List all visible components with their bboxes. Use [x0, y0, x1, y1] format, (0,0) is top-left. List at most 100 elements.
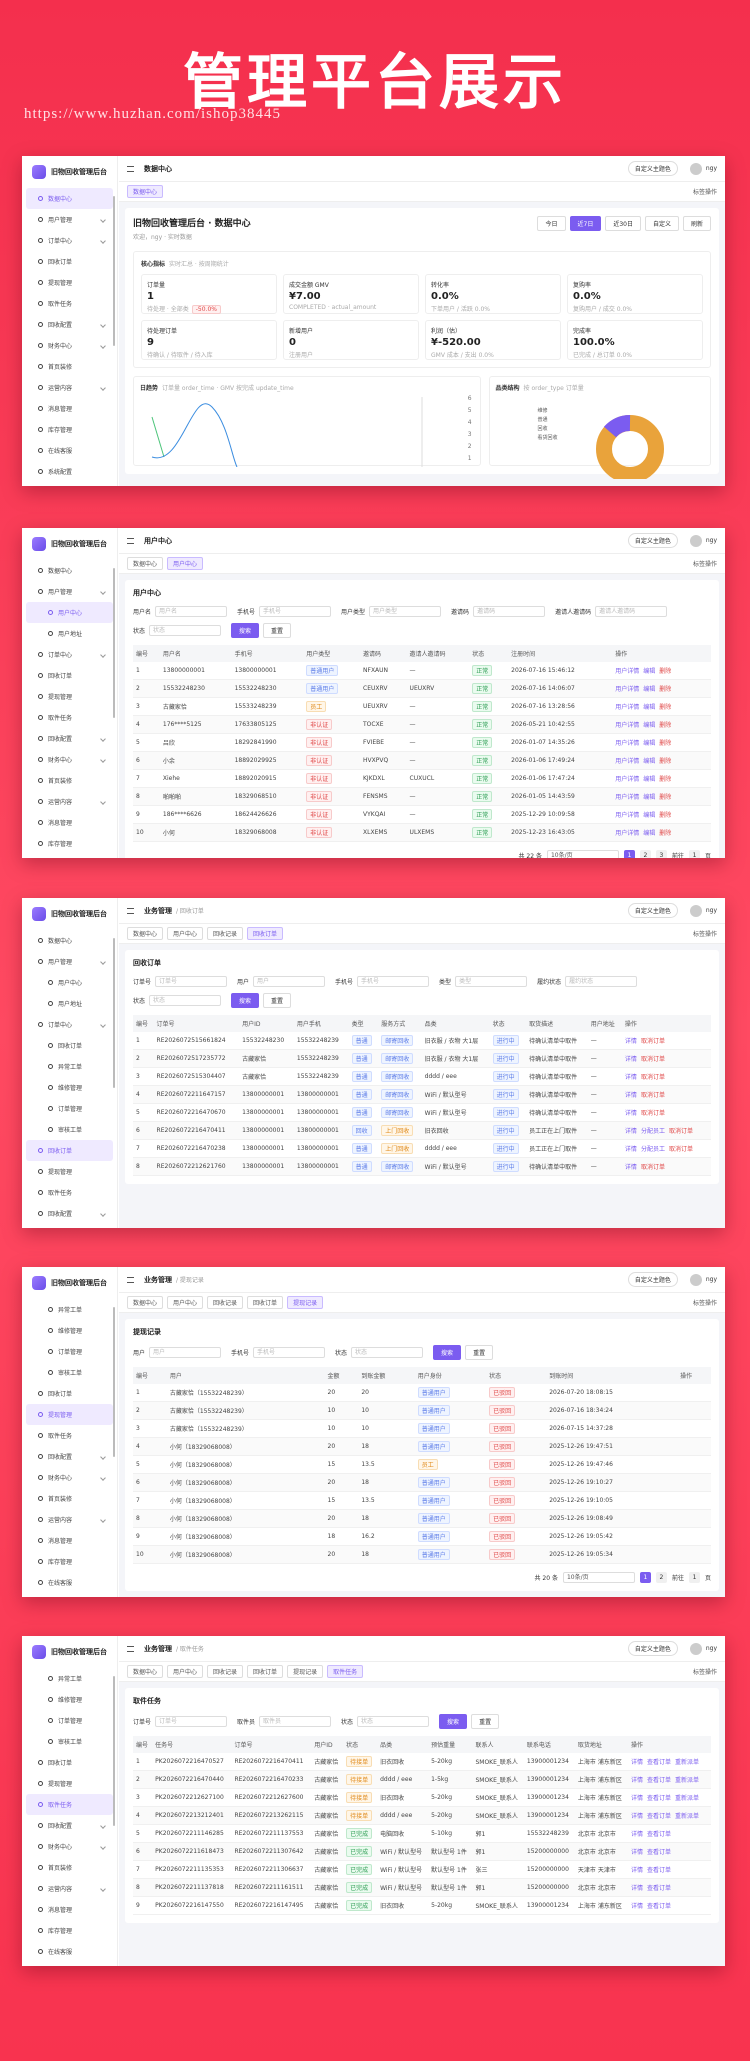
action-link[interactable]: 详情 — [630, 1885, 643, 1892]
action-link[interactable]: 详情 — [630, 1777, 643, 1784]
page-size[interactable]: 10条/页 — [562, 1572, 635, 1583]
action-link[interactable]: 取消订单 — [668, 1146, 693, 1153]
menu-item[interactable]: 用户中心 — [26, 602, 113, 623]
tab[interactable]: 提现记录 — [287, 1296, 324, 1309]
menu-toggle[interactable] — [127, 907, 134, 914]
menu-item[interactable]: 在线客服 — [26, 1941, 113, 1962]
filter-input[interactable]: 订单号 — [155, 976, 228, 987]
theme-button[interactable]: 自定义主题色 — [627, 1641, 678, 1656]
tab[interactable]: 回收记录 — [207, 1296, 244, 1309]
menu-item[interactable]: 运营内容 — [26, 1509, 113, 1530]
action-link[interactable]: 详情 — [624, 1146, 637, 1153]
menu-item[interactable]: 取件任务 — [26, 1182, 113, 1203]
menu-item[interactable]: 审核工单 — [26, 1119, 113, 1140]
action-link[interactable]: 删除 — [659, 740, 672, 747]
menu-item[interactable]: 异常工单 — [26, 1668, 113, 1689]
menu-item[interactable]: 订单管理 — [26, 1341, 113, 1362]
tab[interactable]: 数据中心 — [127, 1296, 164, 1309]
range-button[interactable]: 自定义 — [644, 216, 679, 231]
action-link[interactable]: 编辑 — [643, 686, 656, 693]
action-link[interactable]: 删除 — [659, 794, 672, 801]
action-link[interactable]: 用户详情 — [615, 704, 640, 711]
filter-input[interactable]: 类型 — [455, 976, 528, 987]
menu-item[interactable]: 提现管理 — [26, 1773, 113, 1794]
theme-button[interactable]: 自定义主题色 — [627, 1272, 678, 1287]
action-link[interactable]: 用户详情 — [615, 668, 640, 675]
menu-item[interactable]: 回收配置 — [26, 1446, 113, 1467]
menu-item[interactable]: 首页装修 — [26, 770, 113, 791]
action-link[interactable]: 详情 — [624, 1038, 637, 1045]
action-link[interactable]: 编辑 — [643, 704, 656, 711]
action-link[interactable]: 详情 — [630, 1813, 643, 1820]
action-link[interactable]: 取消订单 — [640, 1092, 665, 1099]
menu-item[interactable]: 维修管理 — [26, 1320, 113, 1341]
menu-item[interactable]: 回收配置 — [26, 728, 113, 749]
action-link[interactable]: 查看订单 — [646, 1885, 671, 1892]
menu-item[interactable]: 用户中心 — [26, 972, 113, 993]
action-link[interactable]: 详情 — [624, 1074, 637, 1081]
button[interactable]: 搜索 — [433, 1345, 462, 1360]
menu-item[interactable]: 回收订单 — [26, 1383, 113, 1404]
action-link[interactable]: 删除 — [659, 776, 672, 783]
filter-input[interactable]: 手机号 — [357, 976, 430, 987]
action-link[interactable]: 删除 — [659, 830, 672, 837]
menu-item[interactable]: 在线客服 — [26, 1572, 113, 1593]
filter-input[interactable]: 用户 — [253, 976, 326, 987]
action-link[interactable]: 取消订单 — [640, 1110, 665, 1117]
menu-item[interactable]: 首页装修 — [26, 356, 113, 377]
menu-item[interactable]: 消息管理 — [26, 398, 113, 419]
action-link[interactable]: 编辑 — [643, 668, 656, 675]
menu-item[interactable]: 财务中心 — [26, 1224, 113, 1228]
menu-item[interactable]: 取件任务 — [26, 707, 113, 728]
action-link[interactable]: 删除 — [659, 722, 672, 729]
menu-toggle[interactable] — [127, 537, 134, 544]
menu-item[interactable]: 提现管理 — [26, 686, 113, 707]
action-link[interactable]: 用户详情 — [615, 776, 640, 783]
filter-input[interactable]: 手机号 — [259, 606, 332, 617]
action-link[interactable]: 删除 — [659, 812, 672, 819]
theme-button[interactable]: 自定义主题色 — [627, 161, 678, 176]
action-link[interactable]: 查看订单 — [646, 1867, 671, 1874]
action-link[interactable]: 编辑 — [643, 830, 656, 837]
menu-item[interactable]: 首页装修 — [26, 1488, 113, 1509]
action-link[interactable]: 查看订单 — [646, 1903, 671, 1910]
menu-item[interactable]: 回收订单 — [26, 665, 113, 686]
menu-item[interactable]: 提现管理 — [26, 1161, 113, 1182]
tab[interactable]: 回收订单 — [247, 927, 284, 940]
button[interactable]: 搜索 — [231, 623, 260, 638]
action-link[interactable]: 查看订单 — [646, 1795, 671, 1802]
tab[interactable]: 数据中心 — [127, 557, 164, 570]
action-link[interactable]: 编辑 — [643, 812, 656, 819]
menu-item[interactable]: 取件任务 — [26, 1794, 113, 1815]
theme-button[interactable]: 自定义主题色 — [627, 533, 678, 548]
action-link[interactable]: 重新派单 — [675, 1795, 700, 1802]
action-link[interactable]: 取消订单 — [640, 1164, 665, 1171]
action-link[interactable]: 删除 — [659, 668, 672, 675]
menu-item[interactable]: 系统配置 — [26, 461, 113, 482]
action-link[interactable]: 用户详情 — [615, 722, 640, 729]
filter-input[interactable]: 用户 — [149, 1347, 222, 1358]
menu-item[interactable]: 提现管理 — [26, 272, 113, 293]
action-link[interactable]: 详情 — [624, 1110, 637, 1117]
button[interactable]: 搜索 — [231, 993, 260, 1008]
button[interactable]: 重置 — [263, 623, 292, 638]
tab[interactable]: 用户中心 — [167, 927, 204, 940]
action-link[interactable]: 用户详情 — [615, 812, 640, 819]
action-link[interactable]: 编辑 — [643, 758, 656, 765]
action-link[interactable]: 分配员工 — [640, 1128, 665, 1135]
action-link[interactable]: 用户详情 — [615, 794, 640, 801]
menu-item[interactable]: 财务中心 — [26, 1836, 113, 1857]
menu-item[interactable]: 数据中心 — [26, 188, 113, 209]
menu-item[interactable]: 回收配置 — [26, 314, 113, 335]
action-link[interactable]: 详情 — [630, 1849, 643, 1856]
action-link[interactable]: 查看订单 — [646, 1849, 671, 1856]
tab[interactable]: 数据中心 — [127, 185, 164, 198]
filter-input[interactable]: 用户类型 — [369, 606, 442, 617]
action-link[interactable]: 重新派单 — [675, 1759, 700, 1766]
menu-item[interactable]: 用户管理 — [26, 209, 113, 230]
theme-button[interactable]: 自定义主题色 — [627, 903, 678, 918]
menu-item[interactable]: 运营内容 — [26, 791, 113, 812]
tab-menu[interactable]: 标签操作 — [692, 561, 717, 568]
action-link[interactable]: 编辑 — [643, 740, 656, 747]
button[interactable]: 搜索 — [439, 1714, 468, 1729]
